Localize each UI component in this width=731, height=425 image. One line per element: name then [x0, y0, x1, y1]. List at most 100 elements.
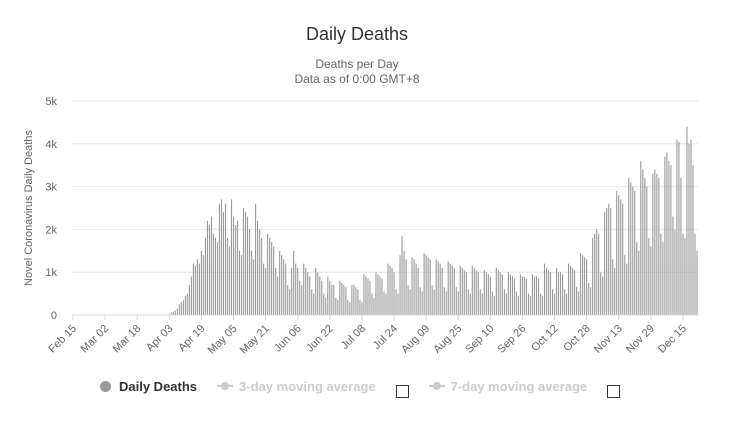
bar[interactable] [413, 259, 415, 315]
bar[interactable] [429, 259, 431, 315]
bar[interactable] [347, 300, 349, 315]
bar[interactable] [449, 263, 451, 315]
bar[interactable] [558, 272, 560, 315]
bar[interactable] [303, 263, 305, 315]
bar[interactable] [349, 302, 351, 315]
bar[interactable] [351, 285, 353, 315]
bar[interactable] [692, 165, 694, 315]
bar[interactable] [507, 272, 509, 315]
bar[interactable] [261, 237, 263, 315]
bar[interactable] [184, 295, 186, 315]
bar[interactable] [489, 276, 491, 315]
bar[interactable] [463, 270, 465, 315]
bar[interactable] [545, 267, 548, 315]
bar[interactable] [553, 293, 556, 315]
bar[interactable] [549, 272, 552, 315]
bar[interactable] [437, 261, 439, 316]
bar[interactable] [572, 267, 574, 315]
bar[interactable] [387, 263, 389, 315]
bar[interactable] [291, 267, 293, 315]
bar[interactable] [608, 203, 610, 315]
bar[interactable] [431, 285, 433, 315]
bar[interactable] [269, 237, 271, 315]
bar[interactable] [329, 280, 331, 315]
bar[interactable] [684, 237, 686, 315]
bar[interactable] [279, 250, 281, 315]
bar[interactable] [654, 169, 656, 315]
bar[interactable] [327, 276, 329, 315]
bar[interactable] [178, 304, 180, 315]
bar[interactable] [638, 250, 640, 315]
bar[interactable] [299, 280, 301, 315]
bar[interactable] [465, 272, 467, 315]
bar[interactable] [457, 291, 459, 315]
bar[interactable] [385, 293, 387, 315]
bar[interactable] [497, 270, 499, 315]
bar[interactable] [271, 242, 273, 315]
bar[interactable] [228, 246, 231, 315]
bar[interactable] [640, 160, 642, 315]
bar[interactable] [612, 259, 614, 315]
bar[interactable] [325, 297, 327, 315]
bar[interactable] [311, 289, 313, 315]
bar[interactable] [238, 250, 241, 315]
bar[interactable] [301, 285, 303, 315]
bar[interactable] [648, 237, 650, 315]
bar[interactable] [415, 263, 417, 315]
bar[interactable] [275, 267, 277, 315]
bar[interactable] [381, 278, 383, 315]
bar[interactable] [632, 186, 634, 315]
bar[interactable] [616, 190, 618, 315]
bar[interactable] [355, 287, 357, 315]
bar[interactable] [459, 265, 461, 315]
bar[interactable] [257, 220, 259, 315]
bar[interactable] [660, 233, 662, 315]
bar[interactable] [251, 250, 253, 315]
bar[interactable] [682, 233, 684, 315]
bar[interactable] [373, 297, 375, 315]
legend-item-daily-deaths[interactable]: Daily Deaths [100, 379, 197, 394]
bar[interactable] [206, 220, 208, 315]
bar[interactable] [245, 212, 247, 315]
bar[interactable] [467, 289, 469, 315]
bar[interactable] [624, 255, 626, 315]
bar[interactable] [323, 293, 325, 315]
bar[interactable] [519, 274, 521, 315]
bar[interactable] [259, 229, 261, 315]
bar[interactable] [363, 274, 365, 315]
bar[interactable] [365, 276, 367, 315]
bar[interactable] [618, 195, 620, 315]
bar[interactable] [331, 285, 333, 315]
bar[interactable] [570, 265, 572, 315]
bar[interactable] [277, 276, 279, 315]
bar[interactable] [243, 208, 245, 315]
bar[interactable] [234, 225, 237, 315]
bar[interactable] [333, 285, 335, 315]
bar[interactable] [666, 152, 668, 315]
bar[interactable] [642, 169, 644, 315]
bar[interactable] [529, 295, 532, 315]
bar[interactable] [403, 250, 405, 315]
bar[interactable] [192, 263, 194, 315]
bar[interactable] [461, 267, 463, 315]
bar[interactable] [551, 289, 554, 315]
bar[interactable] [214, 237, 217, 315]
bar[interactable] [564, 289, 566, 315]
bar[interactable] [678, 141, 680, 315]
bar[interactable] [281, 255, 283, 315]
bar[interactable] [525, 278, 527, 315]
bar[interactable] [445, 291, 447, 315]
bar[interactable] [556, 267, 558, 315]
bar[interactable] [369, 280, 371, 315]
bar[interactable] [521, 276, 523, 315]
bar[interactable] [537, 278, 540, 315]
bar[interactable] [367, 278, 369, 315]
bar[interactable] [397, 293, 399, 315]
bar[interactable] [423, 252, 425, 315]
bar[interactable] [361, 302, 363, 315]
bar[interactable] [285, 263, 287, 315]
bar[interactable] [427, 257, 429, 315]
bar[interactable] [419, 287, 421, 315]
bar[interactable] [600, 272, 602, 315]
bar[interactable] [232, 216, 235, 315]
